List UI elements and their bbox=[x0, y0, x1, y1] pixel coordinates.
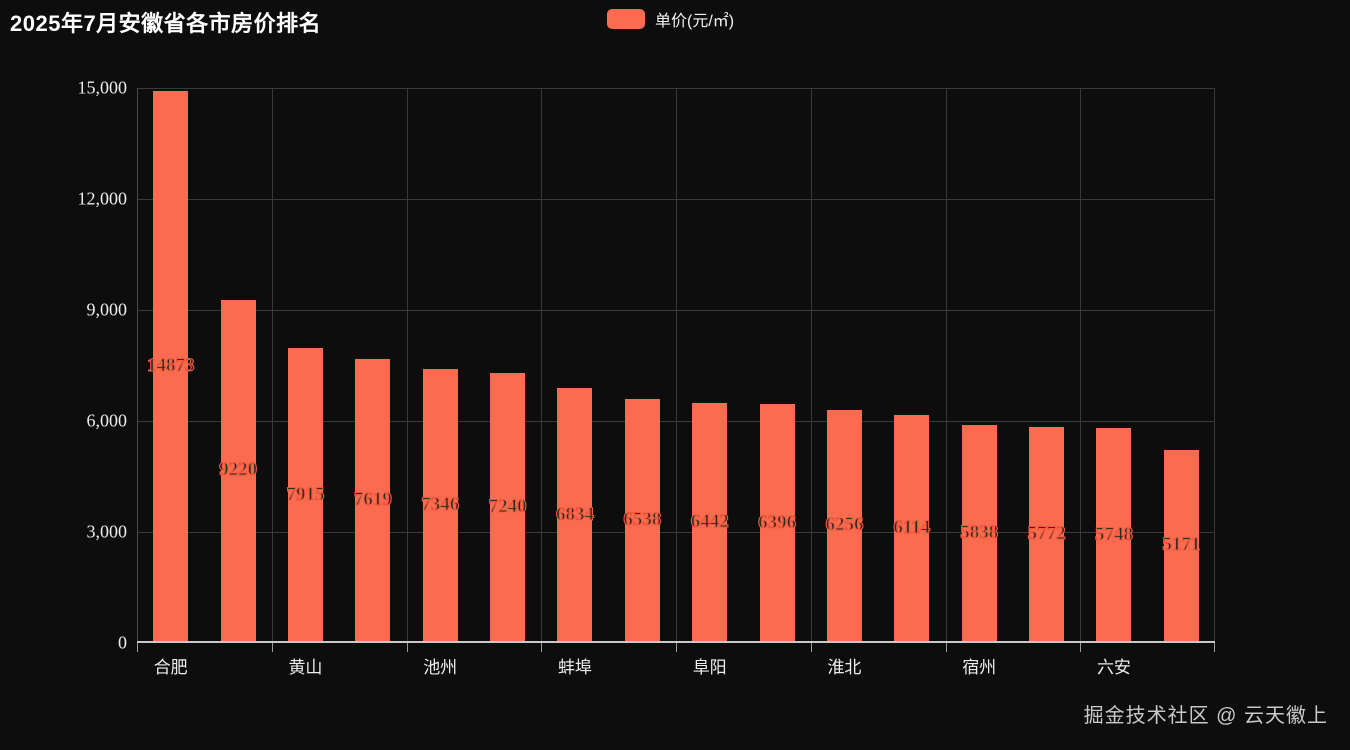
x-axis-label-宿州: 宿州 bbox=[962, 658, 997, 677]
x-axis-tick bbox=[137, 643, 138, 652]
bar-蚌埠[interactable]: 6834 bbox=[555, 388, 594, 641]
bar-六安[interactable]: 5748 bbox=[1094, 428, 1133, 641]
bar-value-label: 7619 bbox=[353, 488, 392, 511]
x-axis-label-合肥: 合肥 bbox=[153, 658, 188, 677]
x-axis-tick bbox=[676, 643, 677, 652]
vertical-gridline bbox=[137, 88, 138, 641]
x-axis-label-黄山: 黄山 bbox=[288, 658, 323, 677]
y-axis-label: 15,000 bbox=[77, 77, 128, 98]
vertical-gridline bbox=[945, 88, 947, 641]
y-axis: 0 3,000 6,000 9,000 12,000 15,000 bbox=[0, 78, 128, 653]
bar-合肥[interactable]: 14873 bbox=[146, 90, 195, 641]
bar-value-label: 7240 bbox=[488, 496, 527, 518]
bar-黄山[interactable]: 7915 bbox=[286, 348, 325, 641]
bar-value-label: 6442 bbox=[690, 510, 729, 532]
bar-rank-4[interactable]: 7619 bbox=[353, 359, 392, 641]
x-axis-tick bbox=[945, 643, 947, 652]
bar-value-label: 7915 bbox=[286, 483, 325, 505]
y-axis-label: 3,000 bbox=[86, 521, 128, 542]
y-axis-label: 6,000 bbox=[86, 410, 128, 431]
x-axis-label-蚌埠: 蚌埠 bbox=[557, 658, 592, 677]
chart-title: 2025年7月安徽省各市房价排名 bbox=[10, 11, 322, 36]
bar-阜阳[interactable]: 6442 bbox=[690, 402, 729, 641]
bar-value-label: 9220 bbox=[219, 459, 258, 481]
vertical-gridline bbox=[810, 88, 812, 641]
bar-rank-14[interactable]: 5772 bbox=[1027, 427, 1066, 641]
bar-rank-8[interactable]: 6538 bbox=[623, 399, 662, 641]
bar-淮北[interactable]: 6256 bbox=[825, 409, 864, 641]
bar-value-label: 5748 bbox=[1094, 523, 1133, 545]
bar-value-label: 5171 bbox=[1162, 534, 1201, 556]
y-axis-label: 9,000 bbox=[86, 299, 128, 320]
x-axis-label-池州: 池州 bbox=[423, 658, 458, 677]
x-axis-tick bbox=[1214, 643, 1215, 652]
bar-池州[interactable]: 7346 bbox=[421, 369, 460, 641]
x-axis-label-淮北: 淮北 bbox=[827, 658, 862, 677]
bar-value-label: 6538 bbox=[623, 508, 662, 531]
y-axis-label: 12,000 bbox=[77, 188, 128, 209]
bar-value-label: 6256 bbox=[825, 514, 864, 536]
vertical-gridline bbox=[1080, 88, 1082, 641]
bar-value-label: 6114 bbox=[893, 516, 931, 538]
bar-value-label: 6396 bbox=[758, 511, 797, 533]
bar-value-label: 5838 bbox=[960, 521, 999, 543]
bar-value-label: 6834 bbox=[555, 503, 594, 525]
x-axis-tick bbox=[541, 643, 543, 652]
x-axis-tick bbox=[271, 643, 273, 652]
vertical-gridline bbox=[271, 88, 273, 641]
y-axis-label: 0 bbox=[118, 632, 127, 653]
vertical-gridline bbox=[406, 88, 408, 641]
bar-rank-2[interactable]: 9220 bbox=[219, 299, 258, 641]
x-axis-label-阜阳: 阜阳 bbox=[692, 658, 727, 677]
x-axis-tick bbox=[406, 643, 408, 652]
bar-value-label: 14873 bbox=[146, 354, 195, 376]
x-axis-tick bbox=[810, 643, 812, 652]
vertical-gridline bbox=[1214, 88, 1215, 641]
vertical-gridline bbox=[676, 88, 677, 641]
vertical-gridline bbox=[541, 88, 543, 641]
bar-value-label: 7346 bbox=[421, 494, 460, 516]
bar-rank-6[interactable]: 7240 bbox=[488, 373, 527, 641]
watermark: 掘金技术社区 @ 云天徽上 bbox=[1083, 705, 1328, 727]
x-axis-tick bbox=[1080, 643, 1082, 652]
bar-value-label: 5772 bbox=[1027, 523, 1066, 545]
bar-rank-10[interactable]: 6396 bbox=[758, 404, 797, 641]
bar-rank-16[interactable]: 5171 bbox=[1162, 449, 1201, 641]
legend-swatch-icon bbox=[607, 9, 645, 29]
bar-rank-12[interactable]: 6114 bbox=[893, 414, 931, 641]
bar-宿州[interactable]: 5838 bbox=[960, 425, 999, 641]
legend-item-unit-price[interactable]: 单价(元/㎡) bbox=[607, 7, 734, 31]
plot-area: 14873 9220 7915 7619 7346 7240 6834 6538 6442 639… bbox=[137, 88, 1215, 677]
x-axis-label-六安: 六安 bbox=[1096, 658, 1131, 677]
legend-label: 单价(元/㎡) bbox=[655, 13, 735, 30]
